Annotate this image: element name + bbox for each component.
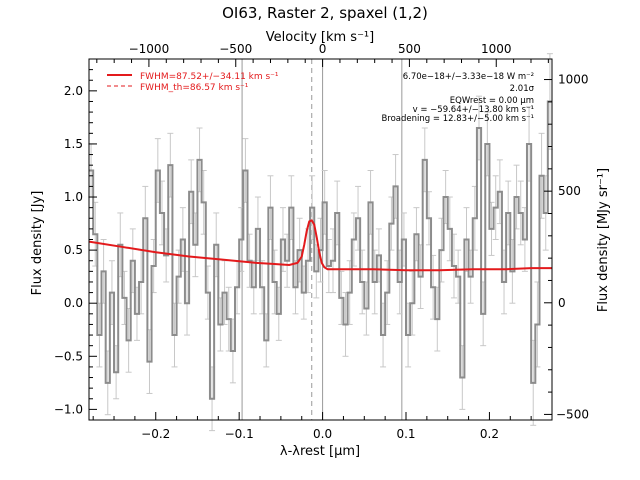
right-axis-label: Flux density [MJy sr⁻¹] (596, 168, 611, 312)
annotation-sigma: 2.01σ (510, 84, 535, 94)
axis-ticks (89, 59, 553, 420)
y-tick-label: 0.0 (64, 296, 83, 310)
y-tick-label: 1.5 (64, 137, 83, 151)
top-tick-label: −500 (219, 42, 252, 56)
top-tick-label: −1000 (129, 42, 170, 56)
right-tick-label: 500 (558, 184, 581, 198)
annotation-eqw: EQWrest = 0.00 μm (450, 96, 534, 106)
legend-label-fwhm: FWHM=87.52+/−34.11 km s⁻¹ (140, 72, 279, 82)
top-tick-label: 500 (398, 42, 421, 56)
x-tick-label: 0.1 (396, 427, 415, 441)
y-axis-label: Flux density [Jy] (30, 191, 45, 296)
top-tick-label: 1000 (481, 42, 512, 56)
right-tick-label: 0 (558, 296, 566, 310)
y-tick-label: 2.0 (64, 84, 83, 98)
legend: FWHM=87.52+/−34.11 km s⁻¹ FWHM_th=86.57 … (107, 72, 279, 93)
annotation-velocity: v = −59.64+/−13.80 km s⁻¹ (413, 105, 534, 115)
legend-label-fwhm-th: FWHM_th=86.57 km s⁻¹ (140, 83, 249, 93)
y-tick-label: −1.0 (54, 402, 83, 416)
annotation-flux: 6.70e−18+/−3.33e−18 W m⁻² (403, 72, 534, 82)
fit-series (88, 219, 552, 272)
x-tick-label: 0.0 (313, 427, 332, 441)
y-tick-label: −0.5 (54, 349, 83, 363)
y-tick-label: 0.5 (64, 243, 83, 257)
spectrum-series (89, 100, 552, 400)
x-axis-label: λ-λrest [μm] (280, 444, 360, 459)
x-tick-label: 0.2 (480, 427, 499, 441)
spectrum-line (89, 100, 552, 400)
x-tick-label: −0.2 (141, 427, 170, 441)
top-axis-label: Velocity [km s⁻¹] (266, 30, 374, 45)
y-tick-label: 1.0 (64, 190, 83, 204)
top-tick-label: 0 (319, 42, 327, 56)
chart-title: OI63, Raster 2, spaxel (1,2) (222, 4, 428, 22)
fit-annotations: 6.70e−18+/−3.33e−18 W m⁻² 2.01σ EQWrest … (381, 72, 534, 124)
right-tick-label: −500 (556, 407, 589, 421)
x-tick-label: −0.1 (225, 427, 254, 441)
right-tick-label: 1000 (558, 73, 589, 87)
tick-labels: −0.2 −0.1 0.0 0.1 0.2 −1.0 −0.5 0.0 0.5 1.0 1.5 2.0… (54, 42, 589, 441)
annotation-broadening: Broadening = 12.83+/−5.00 km s⁻¹ (381, 114, 534, 124)
fit-line (88, 219, 552, 272)
